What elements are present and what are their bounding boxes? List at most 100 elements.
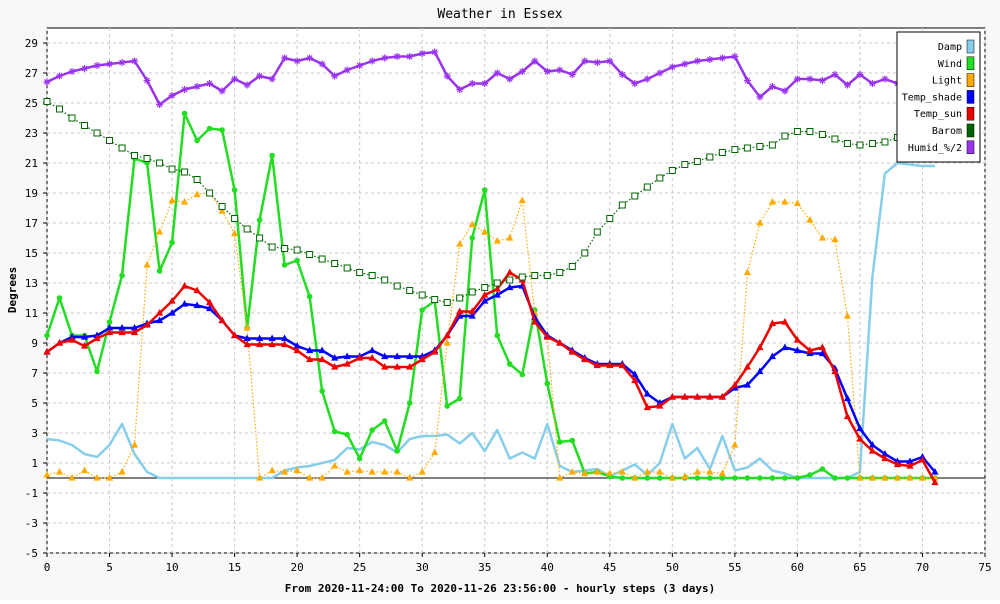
data-point-wind [257, 217, 263, 223]
data-point-humid-2 [331, 73, 338, 80]
data-point-humid-2 [544, 68, 551, 75]
data-point-humid-2 [644, 76, 651, 83]
data-point-barom [144, 156, 150, 162]
data-point-wind [557, 439, 563, 445]
data-point-barom [269, 244, 275, 250]
data-point-barom [244, 226, 250, 232]
data-point-humid-2 [781, 88, 788, 95]
data-point-barom [669, 168, 675, 174]
legend-swatch-barom [967, 124, 974, 137]
data-point-humid-2 [656, 70, 663, 77]
data-point-wind [770, 475, 776, 481]
data-point-wind [494, 333, 500, 339]
legend-swatch-temp-sun [967, 107, 974, 120]
data-point-barom [457, 295, 463, 301]
data-point-humid-2 [719, 55, 726, 62]
x-tick-label: 65 [853, 561, 866, 574]
data-point-barom [194, 177, 200, 183]
data-point-wind [457, 396, 463, 402]
data-point-humid-2 [194, 83, 201, 90]
y-tick-label: 1 [31, 457, 38, 470]
data-point-barom [357, 270, 363, 276]
data-point-wind [820, 466, 826, 472]
legend-label-damp: Damp [938, 42, 962, 53]
y-tick-label: 23 [25, 127, 38, 140]
data-point-humid-2 [519, 68, 526, 75]
data-point-barom [157, 160, 163, 166]
x-tick-label: 50 [666, 561, 679, 574]
data-point-wind [507, 361, 513, 367]
data-point-barom [394, 283, 400, 289]
data-point-humid-2 [269, 76, 276, 83]
x-tick-label: 55 [728, 561, 741, 574]
data-point-wind [269, 153, 275, 159]
data-point-humid-2 [556, 67, 563, 74]
data-point-humid-2 [469, 80, 476, 87]
x-tick-label: 10 [165, 561, 178, 574]
data-point-humid-2 [381, 55, 388, 62]
data-point-barom [844, 141, 850, 147]
legend-swatch-wind [967, 57, 974, 70]
data-point-humid-2 [119, 59, 126, 66]
data-point-barom [69, 115, 75, 121]
data-point-wind [294, 258, 300, 264]
data-point-humid-2 [694, 58, 701, 65]
legend-label-temp-shade: Temp_shade [902, 92, 962, 103]
y-tick-label: -3 [25, 517, 38, 530]
data-point-wind [319, 388, 325, 394]
data-point-wind [657, 475, 663, 481]
data-point-barom [682, 162, 688, 168]
data-point-wind [382, 418, 388, 424]
data-point-wind [307, 294, 313, 300]
data-point-barom [707, 154, 713, 160]
data-point-wind [57, 295, 63, 301]
data-point-barom [444, 300, 450, 306]
data-point-barom [219, 204, 225, 210]
data-point-humid-2 [281, 55, 288, 62]
y-tick-label: 9 [31, 337, 38, 350]
data-point-wind [469, 235, 475, 241]
legend: DampWindLightTemp_shadeTemp_sunBaromHumi… [897, 32, 980, 162]
data-point-barom [82, 123, 88, 129]
x-tick-label: 5 [106, 561, 113, 574]
data-point-humid-2 [419, 50, 426, 57]
y-tick-label: 21 [25, 157, 38, 170]
data-point-wind [332, 429, 338, 435]
data-point-barom [732, 147, 738, 153]
data-point-barom [282, 246, 288, 252]
data-point-barom [794, 129, 800, 135]
data-point-wind [732, 475, 738, 481]
data-point-barom [169, 166, 175, 172]
data-point-humid-2 [819, 77, 826, 84]
data-point-wind [344, 432, 350, 438]
data-point-humid-2 [69, 68, 76, 75]
data-point-barom [832, 136, 838, 142]
legend-swatch-light [967, 74, 974, 87]
y-tick-label: 11 [25, 307, 38, 320]
data-point-barom [57, 106, 63, 112]
data-point-barom [132, 153, 138, 159]
data-point-humid-2 [144, 77, 151, 84]
data-point-humid-2 [231, 76, 238, 83]
y-tick-label: 5 [31, 397, 38, 410]
data-point-humid-2 [881, 76, 888, 83]
data-point-humid-2 [794, 76, 801, 83]
x-tick-label: 40 [541, 561, 554, 574]
legend-swatch-damp [967, 40, 974, 53]
data-point-wind [832, 475, 838, 481]
data-point-barom [432, 297, 438, 303]
data-point-barom [519, 274, 525, 280]
data-point-wind [845, 475, 851, 481]
legend-swatch-temp-shade [967, 90, 974, 103]
data-point-barom [582, 250, 588, 256]
data-point-wind [357, 456, 363, 462]
data-point-barom [769, 142, 775, 148]
data-point-humid-2 [631, 80, 638, 87]
data-point-humid-2 [369, 58, 376, 65]
data-point-barom [819, 132, 825, 138]
data-point-barom [44, 99, 50, 105]
data-point-barom [182, 169, 188, 175]
x-tick-label: 0 [44, 561, 51, 574]
data-point-wind [207, 126, 213, 132]
data-point-humid-2 [769, 83, 776, 90]
